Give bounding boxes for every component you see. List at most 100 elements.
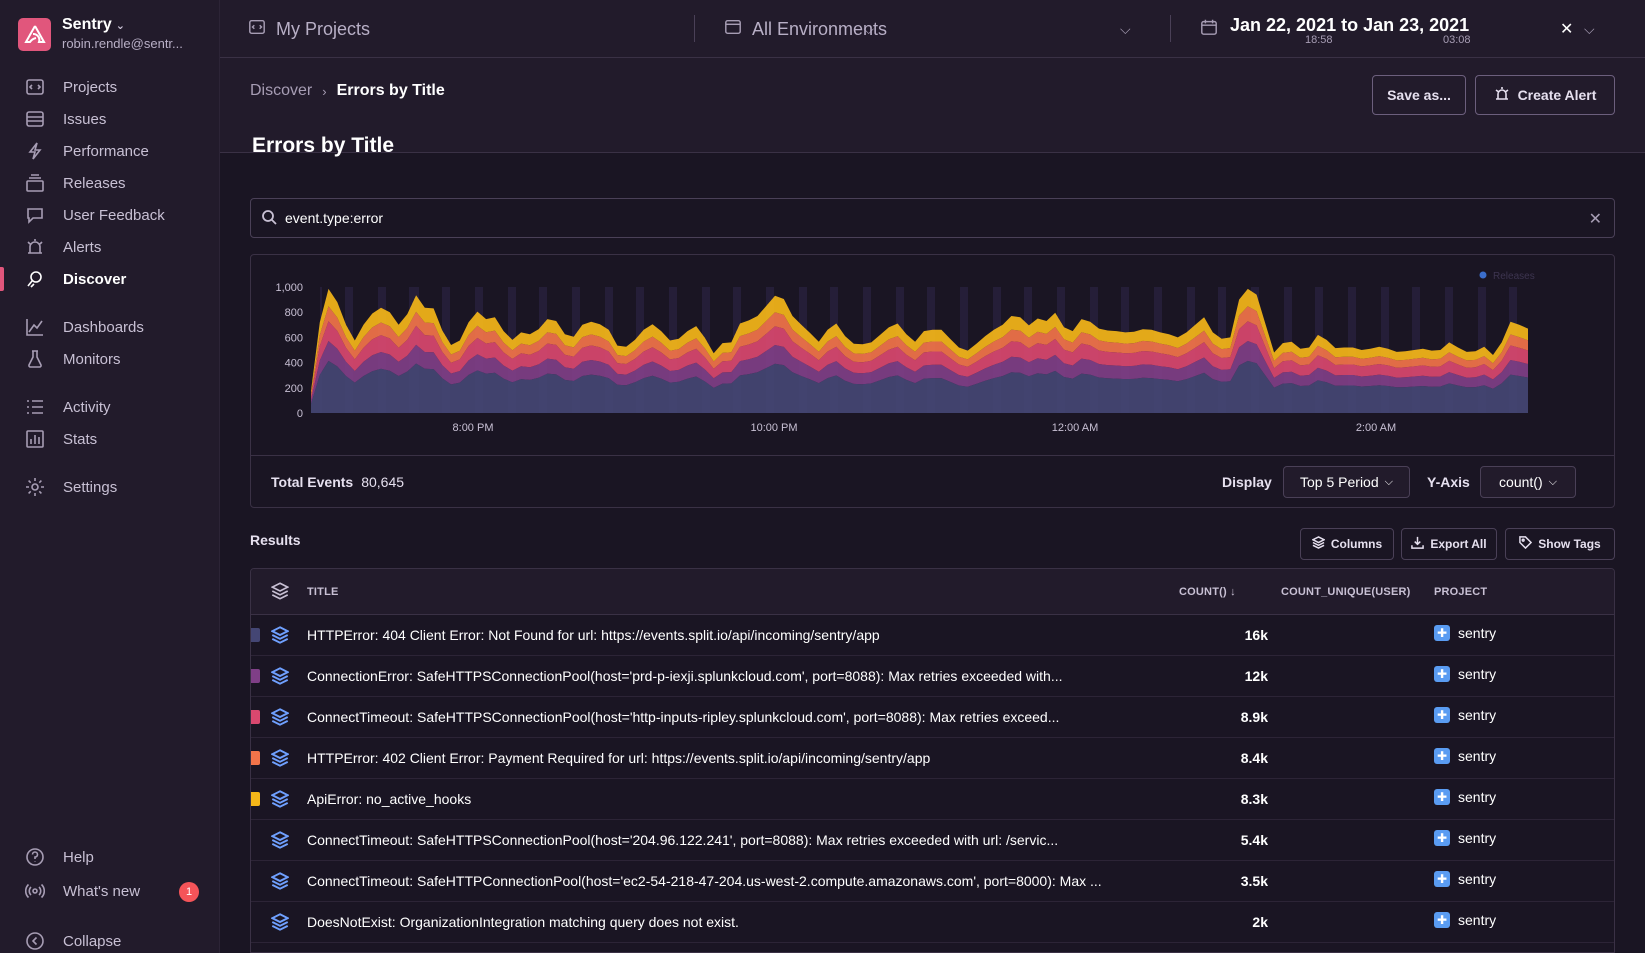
sidebar-item-label: Collapse — [63, 932, 122, 950]
sidebar-collapse-button[interactable]: Collapse — [0, 925, 220, 953]
series-swatch — [251, 710, 260, 724]
row-count: 8.3k — [1240, 791, 1268, 807]
sidebar-item-whats-new[interactable]: What's new 1 — [0, 875, 220, 907]
row-project[interactable]: ✚ sentry — [1434, 789, 1496, 805]
row-title[interactable]: HTTPError: 404 Client Error: Not Found f… — [307, 627, 880, 643]
clear-date-icon[interactable]: ✕ — [1560, 21, 1574, 38]
chart-panel: 1,000 800 600 400 200 0 8:00 PM 10:00 PM 12:00 A… — [250, 254, 1615, 508]
releases-icon — [24, 172, 46, 194]
stack-icon[interactable] — [270, 872, 290, 893]
sidebar-item-issues[interactable]: Issues — [0, 103, 220, 135]
chevron-down-icon: ⌵ — [1548, 475, 1557, 488]
row-project-name: sentry — [1458, 625, 1497, 641]
siren-icon — [1494, 86, 1518, 105]
sidebar-item-settings[interactable]: Settings — [0, 471, 220, 503]
tag-icon — [1519, 536, 1538, 552]
date-range: Jan 22, 2021 to Jan 23, 2021 — [1230, 15, 1470, 35]
table-row[interactable]: HTTPError: 404 Client Error: Not Found f… — [251, 615, 1614, 656]
sidebar-item-label: What's new — [63, 882, 141, 900]
row-project[interactable]: ✚ sentry — [1434, 748, 1496, 764]
row-title[interactable]: ConnectTimeout: SafeHTTPSConnectionPool(… — [307, 832, 1059, 848]
stack-icon[interactable] — [270, 831, 290, 852]
column-header-unique[interactable]: COUNT_UNIQUE(USER) — [1281, 586, 1411, 598]
divider — [694, 15, 695, 42]
row-project[interactable]: ✚ sentry — [1434, 912, 1496, 928]
sidebar: Sentry ⌄ robin.rendle@sentr... Projects I… — [0, 0, 220, 953]
project-selector[interactable]: My Projects ⌵ — [248, 0, 888, 58]
sidebar-item-label: Dashboards — [63, 318, 144, 336]
sidebar-item-performance[interactable]: Performance — [0, 135, 220, 167]
project-avatar-icon: ✚ — [1434, 789, 1450, 805]
row-title[interactable]: ConnectionError: SafeHTTPSConnectionPool… — [307, 668, 1063, 684]
chevron-down-icon: ⌵ — [1584, 20, 1595, 37]
export-all-button[interactable]: Export All — [1401, 528, 1497, 560]
date-range-selector[interactable]: Jan 22, 2021 to Jan 23, 2021 18:58 03:08… — [1200, 0, 1620, 58]
environment-selector[interactable]: All Environments ⌵ — [724, 0, 1164, 58]
row-title[interactable]: ConnectTimeout: SafeHTTPConnectionPool(h… — [307, 873, 1102, 889]
help-icon — [24, 846, 46, 868]
issues-icon — [24, 108, 46, 130]
sidebar-item-dashboards[interactable]: Dashboards — [0, 311, 220, 343]
sidebar-item-label: Issues — [63, 110, 107, 128]
table-row[interactable]: ConnectionError: SafeHTTPSConnectionPool… — [251, 656, 1614, 697]
performance-icon — [24, 140, 46, 162]
row-title[interactable]: ConnectTimeout: SafeHTTPSConnectionPool(… — [307, 709, 1060, 725]
table-row[interactable]: ConnectTimeout: SafeHTTPConnectionPool(h… — [251, 861, 1614, 902]
row-project[interactable]: ✚ sentry — [1434, 830, 1496, 846]
table-row[interactable]: DoesNotExist: OrganizationIntegration ma… — [251, 902, 1614, 943]
monitors-icon — [24, 348, 46, 370]
yaxis-dropdown[interactable]: count() ⌵ — [1480, 466, 1576, 498]
save-as-button[interactable]: Save as... — [1372, 75, 1466, 115]
sidebar-item-user-feedback[interactable]: User Feedback — [0, 199, 220, 231]
table-row[interactable]: HTTPError: 402 Client Error: Payment Req… — [251, 738, 1614, 779]
row-project[interactable]: ✚ sentry — [1434, 666, 1496, 682]
export-all-label: Export All — [1430, 537, 1487, 551]
sidebar-item-releases[interactable]: Releases — [0, 167, 220, 199]
sidebar-item-alerts[interactable]: Alerts — [0, 231, 220, 263]
series-swatch — [251, 792, 260, 806]
stack-icon[interactable] — [270, 749, 290, 770]
row-project-name: sentry — [1458, 871, 1497, 887]
org-switcher[interactable]: Sentry ⌄ robin.rendle@sentr... — [18, 16, 183, 52]
stack-icon[interactable] — [270, 790, 290, 811]
columns-button[interactable]: Columns — [1300, 528, 1394, 560]
table-row[interactable]: ConnectTimeout: SafeHTTPSConnectionPool(… — [251, 697, 1614, 738]
search-input[interactable]: event.type:error ✕ — [250, 198, 1615, 238]
row-title[interactable]: HTTPError: 402 Client Error: Payment Req… — [307, 750, 931, 766]
projects-icon — [24, 76, 46, 98]
row-project[interactable]: ✚ sentry — [1434, 625, 1496, 641]
row-title[interactable]: ApiError: no_active_hooks — [307, 791, 472, 807]
sidebar-item-projects[interactable]: Projects — [0, 71, 220, 103]
results-label: Results — [250, 532, 301, 548]
breadcrumb-discover[interactable]: Discover — [250, 82, 313, 99]
stack-icon[interactable] — [270, 913, 290, 934]
project-icon — [248, 18, 266, 41]
sidebar-item-monitors[interactable]: Monitors — [0, 343, 220, 375]
display-dropdown[interactable]: Top 5 Period ⌵ — [1283, 466, 1410, 498]
org-user: robin.rendle@sentr... — [62, 36, 183, 51]
column-header-project[interactable]: PROJECT — [1434, 586, 1488, 598]
calendar-icon — [1200, 18, 1218, 41]
column-header-title[interactable]: TITLE — [307, 586, 339, 598]
create-alert-button[interactable]: Create Alert — [1475, 75, 1615, 115]
collapse-icon — [24, 930, 46, 952]
sidebar-item-help[interactable]: Help — [0, 841, 220, 873]
column-header-count[interactable]: COUNT() ↓ — [1179, 586, 1236, 598]
chevron-down-icon: ⌄ — [115, 20, 126, 32]
row-project[interactable]: ✚ sentry — [1434, 871, 1496, 887]
table-row[interactable]: ConnectTimeout: SafeHTTPSConnectionPool(… — [251, 820, 1614, 861]
chevron-down-icon: ⌵ — [1384, 475, 1393, 488]
row-project[interactable]: ✚ sentry — [1434, 707, 1496, 723]
sidebar-item-discover[interactable]: Discover — [0, 263, 220, 295]
stack-icon[interactable] — [270, 708, 290, 729]
stack-icon[interactable] — [270, 667, 290, 688]
sidebar-item-stats[interactable]: Stats — [0, 423, 220, 455]
close-icon[interactable]: ✕ — [1588, 211, 1602, 228]
x-tick-label: 8:00 PM — [453, 422, 494, 434]
series-area — [311, 288, 1528, 394]
sidebar-item-activity[interactable]: Activity — [0, 391, 220, 423]
show-tags-button[interactable]: Show Tags — [1505, 528, 1615, 560]
row-title[interactable]: DoesNotExist: OrganizationIntegration ma… — [307, 914, 739, 930]
stack-icon[interactable] — [270, 626, 290, 647]
